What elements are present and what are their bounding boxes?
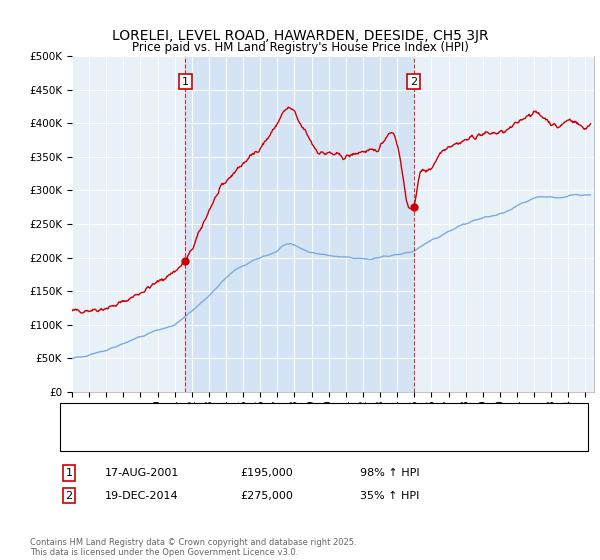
- Text: 35% ↑ HPI: 35% ↑ HPI: [360, 491, 419, 501]
- Text: 2: 2: [410, 77, 417, 87]
- Text: 98% ↑ HPI: 98% ↑ HPI: [360, 468, 419, 478]
- Text: £275,000: £275,000: [240, 491, 293, 501]
- Text: LORELEI, LEVEL ROAD, HAWARDEN, DEESIDE, CH5 3JR: LORELEI, LEVEL ROAD, HAWARDEN, DEESIDE, …: [112, 29, 488, 44]
- Text: 2: 2: [65, 491, 73, 501]
- Text: Contains HM Land Registry data © Crown copyright and database right 2025.
This d: Contains HM Land Registry data © Crown c…: [30, 538, 356, 557]
- Bar: [185, 56, 413, 392]
- Text: £195,000: £195,000: [240, 468, 293, 478]
- Text: HPI: Average price, detached house, Flintshire: HPI: Average price, detached house, Flin…: [105, 432, 346, 442]
- Text: 17-AUG-2001: 17-AUG-2001: [105, 468, 179, 478]
- Text: LORELEI, LEVEL ROAD, HAWARDEN, DEESIDE, CH5 3JR (detached house): LORELEI, LEVEL ROAD, HAWARDEN, DEESIDE, …: [105, 412, 481, 422]
- Text: ————: ————: [72, 431, 122, 444]
- Text: 19-DEC-2014: 19-DEC-2014: [105, 491, 179, 501]
- Text: Price paid vs. HM Land Registry's House Price Index (HPI): Price paid vs. HM Land Registry's House …: [131, 41, 469, 54]
- Text: ————: ————: [72, 410, 122, 423]
- Text: 1: 1: [182, 77, 189, 87]
- Text: 1: 1: [65, 468, 73, 478]
